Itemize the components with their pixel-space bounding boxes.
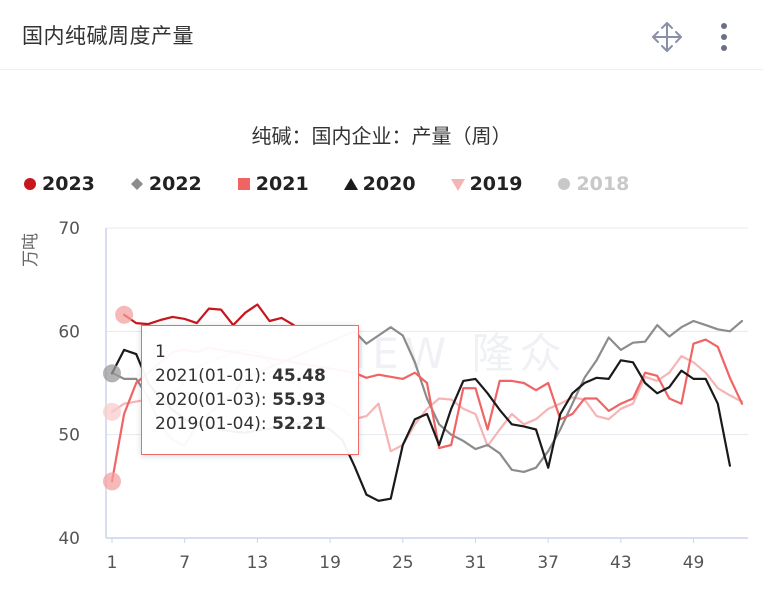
legend-item-2023[interactable]: 2023 [22,173,95,195]
tooltip-row: 2020(01-03): 55.93 [155,390,326,410]
legend-marker-triangle-down [450,179,465,191]
legend-marker-circle [558,178,571,190]
hover-point-2023 [115,305,134,324]
x-tick-label: 49 [683,553,705,573]
y-tick-label: 70 [58,219,80,239]
more-vertical-icon[interactable] [712,20,736,54]
tooltip-header: 1 [155,342,166,362]
legend-marker-diamond [130,178,143,190]
x-tick-label: 25 [392,553,414,573]
legend-item-2018[interactable]: 2018 [556,173,629,195]
x-tick-label: 1 [107,553,118,573]
legend-marker-circle [24,178,36,190]
x-tick-label: 43 [610,553,632,573]
legend-label: 2021 [255,173,309,195]
hover-point-2019 [103,402,121,421]
hover-point-2021 [103,472,121,491]
legend-label: 2019 [469,173,523,195]
x-tick-label: 31 [465,553,487,573]
legend-item-2020[interactable]: 2020 [343,173,416,195]
tooltip-row: 2019(01-04): 52.21 [155,414,326,434]
legend-label: 2022 [148,173,202,195]
y-tick-label: 50 [58,426,80,446]
hover-point-2020 [103,364,121,383]
legend-item-2019[interactable]: 2019 [450,173,523,195]
y-tick-label: 60 [58,322,80,342]
series-line-2023 [123,303,295,327]
legend-item-2022[interactable]: 2022 [129,173,202,195]
legend-label: 2020 [362,173,416,195]
chart-title: 纯碱：国内企业：产量（周） [251,124,512,148]
x-tick-label: 13 [247,553,269,573]
watermark: MEW 隆众 [330,329,568,378]
x-tick-label: 7 [179,553,190,573]
y-axis-label: 万吨 [21,233,41,267]
legend-marker-square [237,178,250,190]
move-icon[interactable] [650,20,684,54]
chart-legend: 2023 2022 2021 2020 2019 2018 [22,172,663,196]
legend-marker-triangle [343,178,358,190]
tooltip-row: 2021(01-01): 45.48 [155,366,326,386]
chart-tooltip: 1 2021(01-01): 45.48 2020(01-03): 55.93 … [141,325,359,455]
legend-label: 2018 [576,173,630,195]
x-tick-label: 37 [537,553,559,573]
y-tick-label: 40 [58,529,80,549]
x-tick-label: 19 [319,553,341,573]
card-title: 国内纯碱周度产量 [22,24,194,48]
card-header: 国内纯碱周度产量 [0,0,763,70]
legend-item-2021[interactable]: 2021 [236,173,309,195]
legend-label: 2023 [42,173,95,195]
